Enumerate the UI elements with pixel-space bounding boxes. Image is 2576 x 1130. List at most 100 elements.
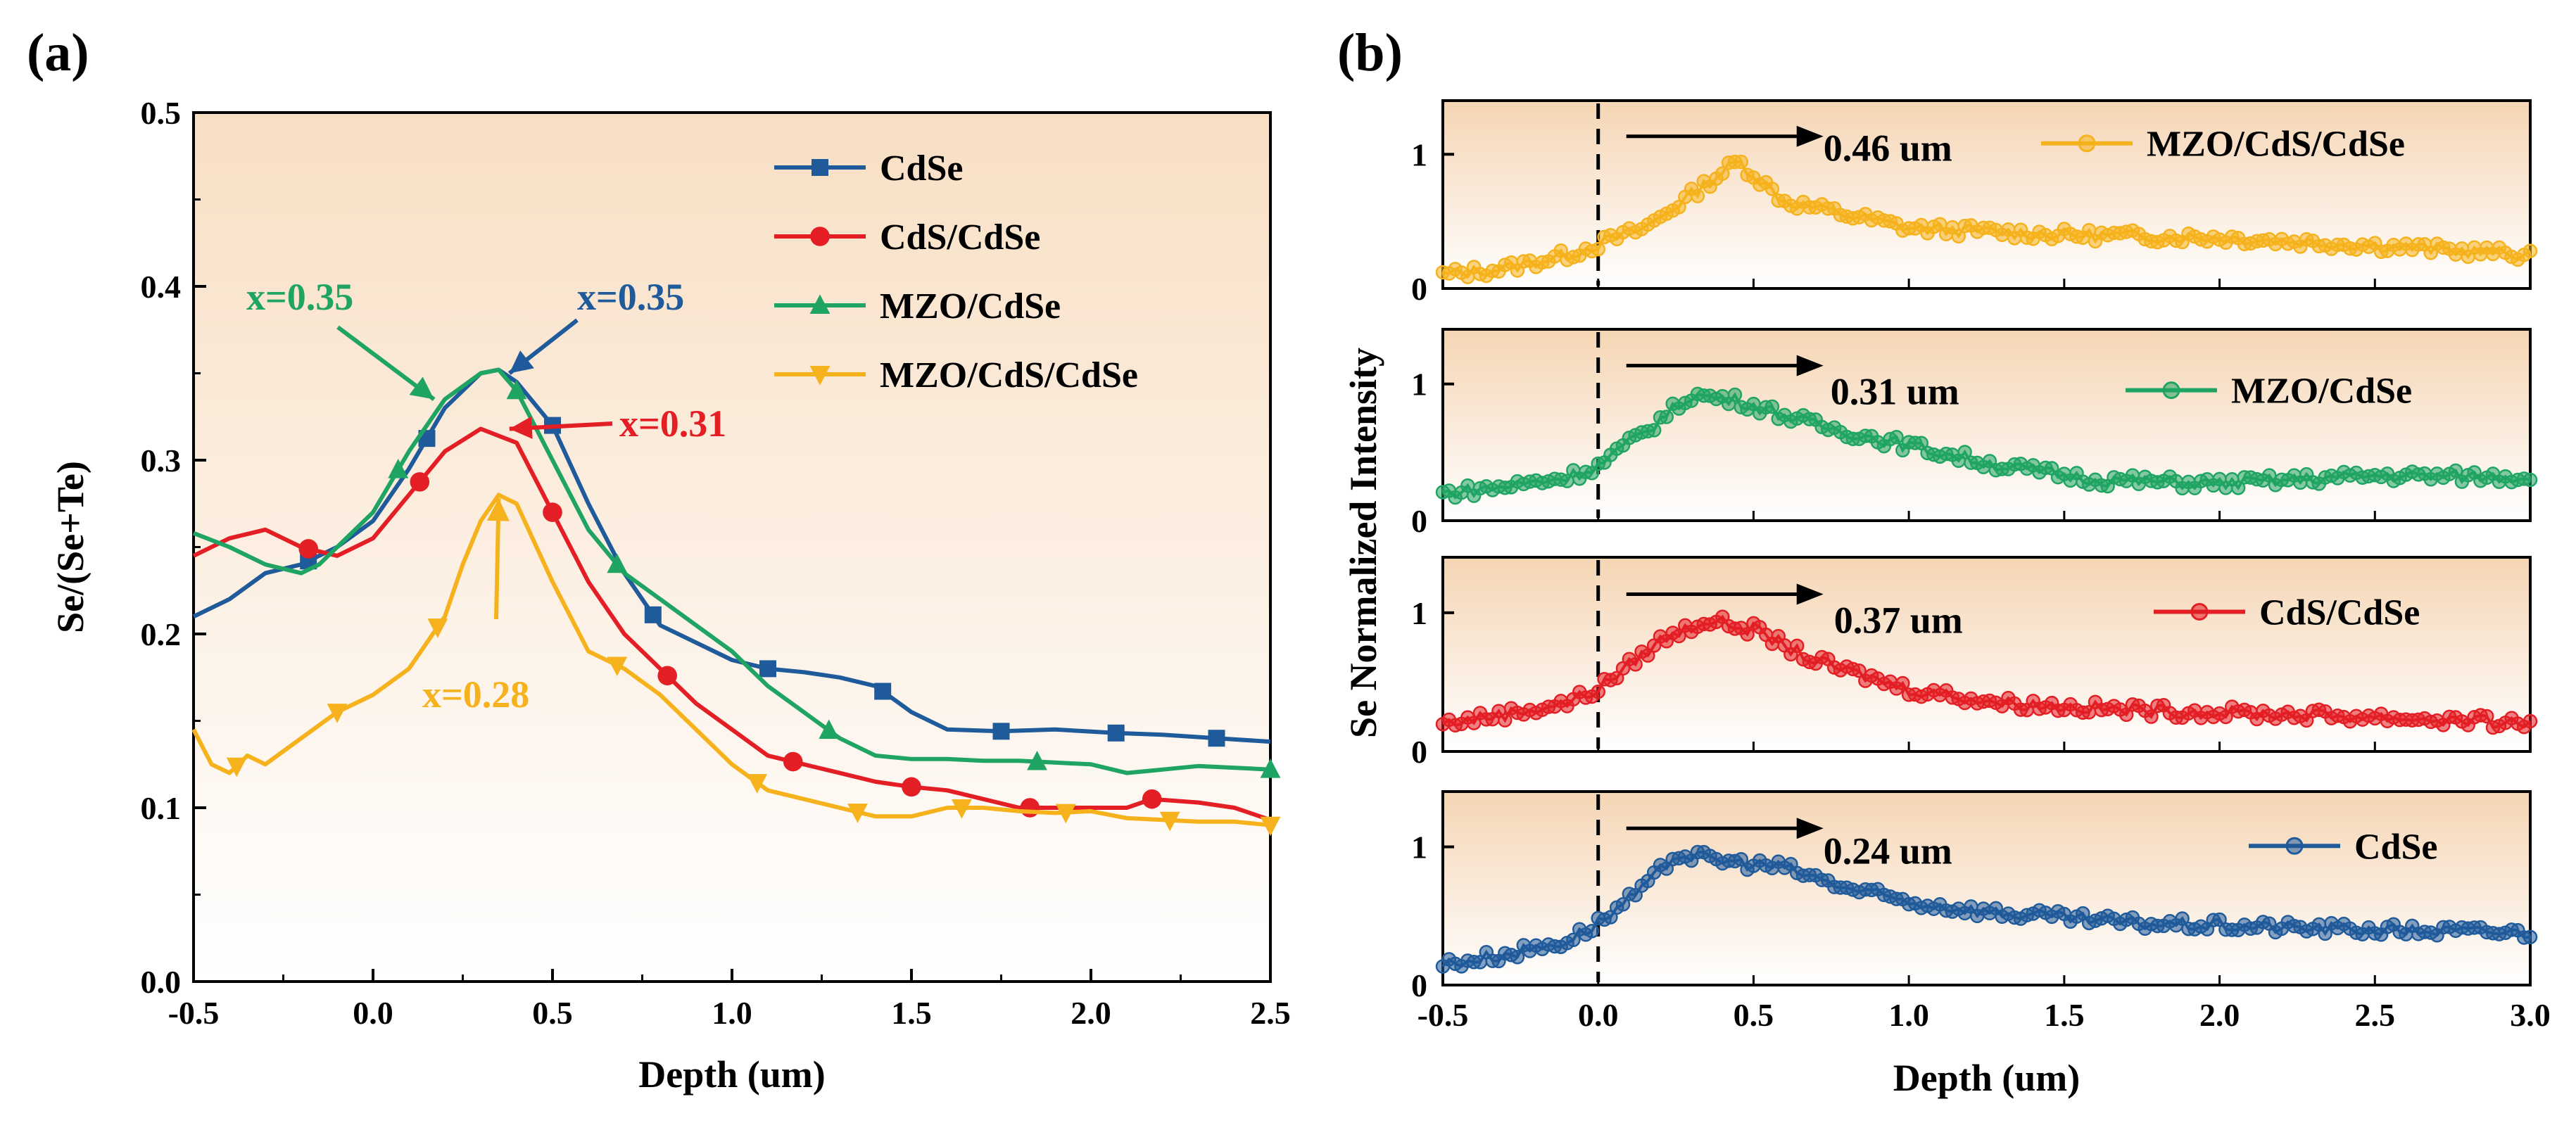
y-tick-label: 1	[1411, 137, 1427, 172]
data-point-CdS/CdSe	[1895, 675, 1910, 691]
series-line-MZO/CdSe	[192, 367, 1271, 775]
data-point-CdSe	[2318, 926, 2332, 941]
data-point-CdS/CdSe	[1628, 656, 1643, 672]
data-point-CdS/CdSe	[410, 472, 430, 492]
data-point-CdS/CdSe	[902, 777, 921, 797]
legend-marker	[810, 227, 830, 246]
data-point-CdS/CdSe	[1789, 638, 1805, 654]
data-point-MZO/CdS/CdSe	[1951, 229, 1966, 243]
data-point-CdSe	[1107, 724, 1125, 742]
data-point-MZO/CdSe	[1646, 423, 1662, 438]
legend-label: CdS/CdSe	[2259, 592, 2420, 633]
data-point-CdS/CdSe	[543, 502, 562, 522]
data-point-MZO/CdS/CdSe	[1591, 241, 1605, 257]
panel-b-subplot-1-background	[1443, 329, 2530, 521]
y-tick-label: 1	[1411, 367, 1427, 402]
data-point-CdS/CdSe	[2119, 707, 2134, 722]
data-point-CdSe	[644, 606, 662, 623]
shift-arrowhead	[1796, 583, 1824, 605]
legend-label: MZO/CdSe	[2231, 372, 2412, 412]
data-point-MZO/CdSe	[1027, 750, 1047, 770]
panel-a-chart: -0.5 0.0 0.5 1.0 1.5 2.0 2.50.00.10.20.30.40.5…	[49, 95, 1291, 1096]
data-point-CdSe	[1510, 949, 1525, 965]
annotation-label: x=0.28	[422, 673, 529, 716]
x-tick-label: 2.5	[2355, 997, 2396, 1033]
y-tick-label: 1	[1411, 830, 1427, 865]
data-point-MZO/CdS/CdSe	[226, 757, 247, 777]
y-tick-label: 0	[1411, 503, 1427, 539]
x-tick-label: 2.0	[2199, 997, 2240, 1033]
x-tick-label: 0.5	[532, 995, 573, 1031]
data-point-MZO/CdS/CdSe	[847, 804, 868, 823]
data-point-MZO/CdS/CdSe	[327, 704, 348, 723]
annotation-label: x=0.35	[577, 276, 684, 318]
annotation-arrowhead	[409, 376, 434, 400]
data-point-CdS/CdSe	[298, 539, 319, 559]
panel-a-background	[194, 113, 1270, 982]
data-point-CdSe	[2523, 929, 2538, 945]
data-point-MZO/CdS/CdSe	[1715, 166, 1730, 181]
panel-b-subplot-0-background	[1443, 101, 2530, 288]
data-point-CdS/CdSe	[657, 666, 677, 686]
x-tick-label: -0.5	[1418, 997, 1469, 1033]
data-point-CdS/CdSe	[2218, 709, 2233, 725]
y-tick-label: 0	[1411, 967, 1427, 1003]
y-tick-label: 0.3	[141, 443, 182, 478]
data-point-MZO/CdSe	[388, 458, 409, 478]
data-point-CdS/CdSe	[2144, 709, 2159, 724]
shift-label: 0.24 um	[1824, 830, 1952, 872]
panel-a-label: (a)	[27, 23, 89, 82]
legend-marker	[809, 294, 831, 314]
y-tick-label: 0	[1411, 271, 1427, 307]
y-tick-label: 0.1	[141, 790, 182, 826]
shift-label: 0.46 um	[1824, 127, 1952, 170]
legend-marker	[809, 366, 831, 386]
y-tick-label: 0.0	[141, 964, 182, 1000]
annotation-label: x=0.31	[619, 402, 726, 445]
data-point-MZO/CdSe	[1889, 429, 1904, 445]
x-axis-title: Depth (um)	[1893, 1057, 2081, 1099]
data-point-CdS/CdSe	[2523, 713, 2538, 729]
legend-marker	[812, 159, 828, 176]
y-tick-label: 0.4	[141, 269, 182, 305]
y-tick-label: 0	[1411, 734, 1427, 770]
shift-arrowhead	[1796, 125, 1824, 147]
data-point-CdSe	[759, 660, 776, 678]
x-tick-label: 0.0	[1578, 997, 1619, 1033]
data-point-CdSe	[992, 723, 1010, 740]
data-point-CdS/CdSe	[1852, 664, 1867, 678]
data-point-CdS/CdSe	[1498, 713, 1513, 728]
x-tick-label: 2.5	[1250, 995, 1291, 1031]
data-point-CdS/CdSe	[1672, 628, 1686, 644]
data-point-MZO/CdS/CdSe	[952, 799, 972, 819]
legend-marker	[2078, 134, 2096, 153]
data-point-CdS/CdSe	[1142, 789, 1162, 809]
data-point-MZO/CdSe	[607, 553, 628, 573]
data-point-MZO/CdS/CdSe	[1055, 804, 1076, 824]
data-point-CdSe	[874, 683, 892, 700]
data-point-MZO/CdSe	[2523, 472, 2538, 488]
x-tick-label: -0.5	[168, 995, 220, 1031]
panel-b-subplot-1-frame	[1441, 328, 2532, 522]
annotation-arrowhead	[509, 350, 534, 374]
data-point-MZO/CdS/CdSe	[1672, 200, 1686, 215]
legend-marker	[2285, 837, 2304, 855]
data-point-CdSe	[1566, 932, 1581, 948]
panel-b-subplot-0-frame	[1441, 99, 2532, 290]
legend-marker	[2190, 602, 2209, 621]
y-tick-label: 0.2	[141, 616, 182, 652]
data-point-CdSe	[1734, 851, 1749, 867]
data-point-MZO/CdSe	[2230, 481, 2246, 495]
data-point-MZO/CdS/CdSe	[747, 774, 768, 794]
panel-b-chart: 0 1 0.46 um MZO/CdS/CdSe 0 1 0.31 um MZO/CdSe 0 1…	[1342, 99, 2551, 1099]
shift-label: 0.31 um	[1831, 371, 1959, 413]
x-tick-label: 3.0	[2510, 997, 2551, 1033]
x-tick-label: 1.5	[2044, 997, 2085, 1033]
data-point-CdSe	[1584, 924, 1600, 939]
data-point-CdSe	[1615, 896, 1631, 912]
y-axis-title: Se Normalized Intensity	[1342, 348, 1384, 738]
annotation-arrowhead	[509, 416, 533, 439]
x-tick-label: 1.5	[891, 995, 932, 1031]
panel-b-subplot-3-frame	[1441, 790, 2532, 986]
